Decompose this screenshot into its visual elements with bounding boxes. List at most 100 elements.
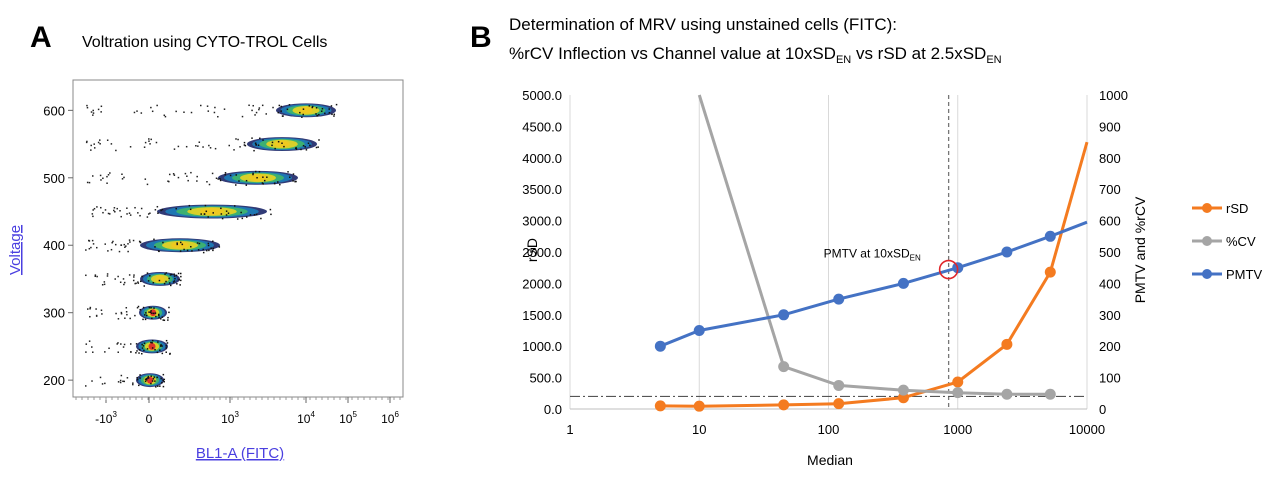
edge-dot	[165, 351, 167, 353]
data-point	[833, 379, 845, 391]
y-tick-label: 400	[43, 238, 65, 253]
edge-dot	[197, 249, 200, 251]
tail-dot	[241, 115, 244, 118]
tail-dot	[93, 143, 95, 145]
tail-dot	[92, 215, 94, 218]
tail-dot	[103, 281, 106, 283]
tail-dot	[135, 282, 137, 285]
tail-dot	[88, 181, 91, 184]
legend-item-rsd: rSD	[1192, 201, 1248, 216]
edge-dot	[200, 213, 202, 215]
panel-a-plot-frame	[72, 79, 404, 398]
pmtv-annotation: PMTV at 10xSDEN	[824, 247, 921, 263]
edge-dot	[157, 341, 159, 343]
tail-dot	[114, 278, 116, 280]
edge-dot	[281, 142, 283, 144]
tail-dot	[144, 178, 147, 180]
tail-dot	[119, 281, 122, 284]
edge-dot	[317, 146, 319, 148]
panel-a-y-axis-label[interactable]: Voltage	[7, 225, 24, 275]
edge-dot	[188, 204, 191, 207]
tail-dot	[132, 382, 134, 384]
tail-dot	[109, 172, 111, 174]
edge-dot	[176, 243, 178, 246]
edge-dot	[143, 285, 146, 287]
edge-dot	[157, 385, 159, 387]
edge-dot	[153, 307, 155, 309]
tail-dot	[137, 212, 139, 214]
edge-dot	[163, 380, 165, 383]
edge-dot	[156, 351, 159, 354]
tail-dot	[85, 141, 88, 144]
tail-dot	[122, 278, 125, 280]
edge-dot	[257, 144, 260, 146]
series-pctcv	[697, 94, 1056, 400]
edge-dot	[161, 345, 163, 347]
tail-dot	[207, 110, 210, 112]
panel-a-y-axis: 200 300 400 500 600	[43, 103, 73, 388]
population-350	[85, 272, 182, 287]
edge-dot	[135, 352, 137, 354]
y2-tick-label: 1000	[1099, 88, 1128, 103]
data-point	[1044, 266, 1056, 278]
edge-dot	[154, 312, 157, 314]
panel-b-title-line1: Determination of MRV using unstained cel…	[509, 15, 897, 34]
x-tick-label: -103	[95, 410, 117, 426]
tail-dot	[113, 207, 116, 209]
legend-label: %CV	[1226, 234, 1256, 249]
edge-dot	[202, 248, 204, 251]
tail-dot	[129, 343, 132, 345]
tail-dot	[102, 211, 104, 214]
edge-dot	[172, 281, 175, 283]
edge-dot	[142, 345, 145, 347]
panel-a-x-axis-label[interactable]: BL1-A (FITC)	[196, 445, 284, 462]
tail-dot	[106, 175, 108, 178]
edge-dot	[311, 105, 314, 108]
x-tick-label: 105	[339, 410, 357, 426]
density-layer	[249, 174, 267, 182]
edge-dot	[302, 144, 305, 147]
panel-a-title: Voltration using CYTO-TROL Cells	[82, 34, 327, 51]
tail-dot	[117, 318, 120, 320]
edge-dot	[255, 144, 257, 146]
edge-dot	[158, 250, 160, 253]
edge-dot	[145, 377, 148, 380]
tail-dot	[85, 274, 87, 277]
tail-dot	[115, 312, 117, 315]
edge-dot	[150, 310, 152, 312]
tail-dot	[100, 111, 102, 113]
edge-dot	[254, 170, 257, 173]
edge-dot	[241, 217, 244, 220]
edge-dot	[180, 279, 182, 282]
edge-dot	[279, 183, 281, 186]
y-tick-label: 600	[43, 103, 65, 118]
edge-dot	[165, 280, 167, 283]
edge-dot	[274, 147, 276, 150]
edge-dot	[160, 344, 162, 346]
tail-dot	[118, 250, 121, 253]
edge-dot	[277, 181, 279, 183]
edge-dot	[277, 111, 280, 114]
tail-dot	[214, 147, 217, 150]
edge-dot	[152, 312, 155, 315]
tail-dot	[252, 104, 254, 107]
tail-dot	[134, 314, 136, 317]
tail-dot	[137, 281, 139, 283]
edge-dot	[175, 207, 177, 210]
tail-dot	[92, 112, 95, 114]
edge-dot	[139, 280, 142, 283]
tail-dot	[93, 207, 96, 210]
edge-dot	[271, 144, 273, 147]
edge-dot	[191, 250, 193, 252]
tail-dot	[190, 171, 192, 174]
tail-dot	[114, 211, 116, 213]
edge-dot	[262, 176, 264, 178]
tail-dot	[120, 244, 122, 246]
edge-dot	[144, 314, 146, 316]
data-point	[654, 340, 666, 352]
tail-dot	[107, 212, 110, 215]
tail-dot	[112, 240, 114, 243]
tail-dot	[217, 178, 219, 180]
edge-dot	[202, 251, 205, 254]
edge-dot	[288, 104, 291, 106]
